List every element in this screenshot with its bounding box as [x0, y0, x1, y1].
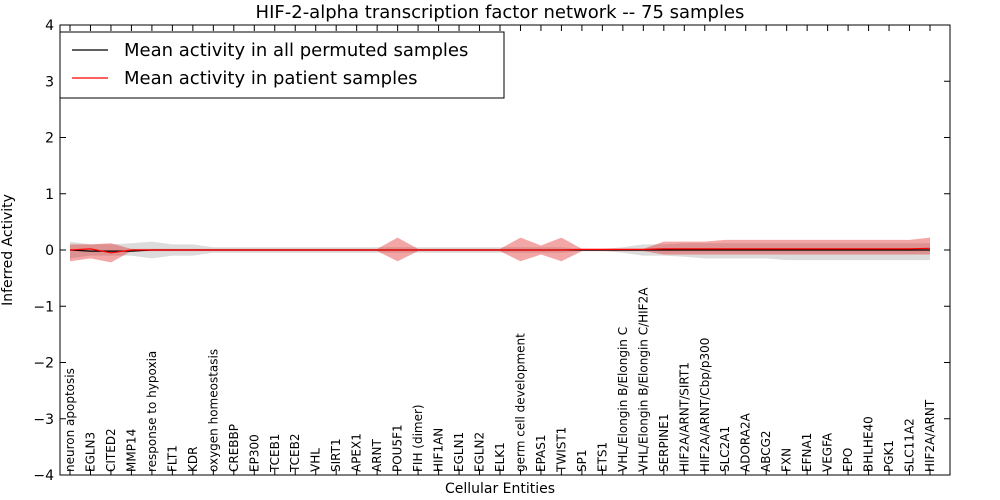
series-lines [69, 247, 931, 254]
x-category-label: SLC2A1 [718, 426, 732, 472]
x-category-label: VHL [309, 448, 323, 472]
chart-title: HIF-2-alpha transcription factor network… [256, 2, 745, 23]
x-category-label: FXN [780, 448, 794, 472]
legend-label-permuted: Mean activity in all permuted samples [124, 40, 468, 61]
y-tick-label: 3 [45, 74, 54, 90]
legend-box [59, 31, 505, 99]
x-category-label: HIF2A/ARNT/Cbp/p300 [698, 338, 712, 472]
x-category-label: EP300 [247, 434, 261, 472]
x-category-label: FLT1 [165, 445, 179, 472]
x-category-label: ADORA2A [739, 412, 753, 472]
x-category-label: TCEB1 [268, 434, 282, 473]
y-tick-label: 1 [45, 187, 54, 203]
x-category-label: germ cell development [513, 333, 527, 472]
y-axis-title: Inferred Activity [0, 194, 16, 306]
x-category-label: TCEB2 [288, 434, 302, 473]
x-category-label: EGLN2 [473, 432, 487, 472]
x-category-label: oxygen homeostasis [206, 349, 220, 472]
x-category-label: SERPINE1 [657, 413, 671, 472]
legend: Mean activity in all permuted samples Me… [59, 31, 505, 99]
y-tick-label: −1 [33, 299, 54, 315]
x-category-label: response to hypoxia [145, 351, 159, 472]
x-category-label: HIF2A/ARNT/SIRT1 [677, 362, 691, 472]
x-category-label: HIF1AN [432, 428, 446, 472]
x-category-label: SP1 [575, 450, 589, 473]
x-category-label: ELK1 [493, 442, 507, 472]
x-category-label: VEGFA [821, 432, 835, 472]
x-category-label: EGLN3 [83, 432, 97, 472]
x-category-label: TWIST1 [554, 427, 568, 473]
x-category-label: SLC11A2 [903, 418, 917, 472]
x-category-label: APEX1 [350, 433, 364, 472]
x-category-label: CITED2 [104, 428, 118, 472]
x-category-label: EFNA1 [800, 433, 814, 472]
x-category-label: EPAS1 [534, 434, 548, 472]
x-category-label: ABCG2 [759, 430, 773, 472]
x-axis-title: Cellular Entities [445, 481, 555, 497]
y-tick-label: 2 [45, 131, 54, 147]
x-category-label: ARNT [370, 438, 384, 472]
legend-label-patient: Mean activity in patient samples [124, 68, 418, 89]
y-tick-label: 4 [45, 18, 54, 34]
x-category-label: PGK1 [882, 440, 896, 472]
x-category-label: SIRT1 [329, 438, 343, 472]
y-tick-label: −4 [33, 468, 54, 484]
x-category-label: VHL/Elongin B/Elongin C [616, 327, 630, 472]
permuted-band [70, 241, 930, 261]
x-category-label: VHL/Elongin B/Elongin C/HIF2A [636, 287, 650, 472]
x-category-label: ETS1 [595, 442, 609, 472]
x-category-label: FIH (dimer) [411, 404, 425, 472]
y-tick-label: 0 [45, 243, 54, 259]
x-category-label: EGLN1 [452, 432, 466, 472]
y-axis: −4 −3 −2 −1 0 1 2 3 4 [33, 18, 950, 484]
x-category-label: EPO [841, 448, 855, 472]
x-category-label: POU5F1 [391, 424, 405, 472]
y-tick-label: −3 [33, 412, 54, 428]
x-category-label: BHLHE40 [862, 416, 876, 472]
x-category-label: neuron apoptosis [63, 368, 77, 472]
x-category-label: HIF2A/ARNT [923, 399, 937, 472]
x-axis: neuron apoptosis EGLN3 CITED2 MMP14 response… [63, 25, 937, 475]
x-category-label: MMP14 [124, 429, 138, 472]
patient-mean-line [69, 247, 931, 254]
y-tick-label: −2 [33, 356, 54, 372]
x-category-label: CREBBP [227, 424, 241, 472]
x-category-label: KDR [186, 447, 200, 472]
